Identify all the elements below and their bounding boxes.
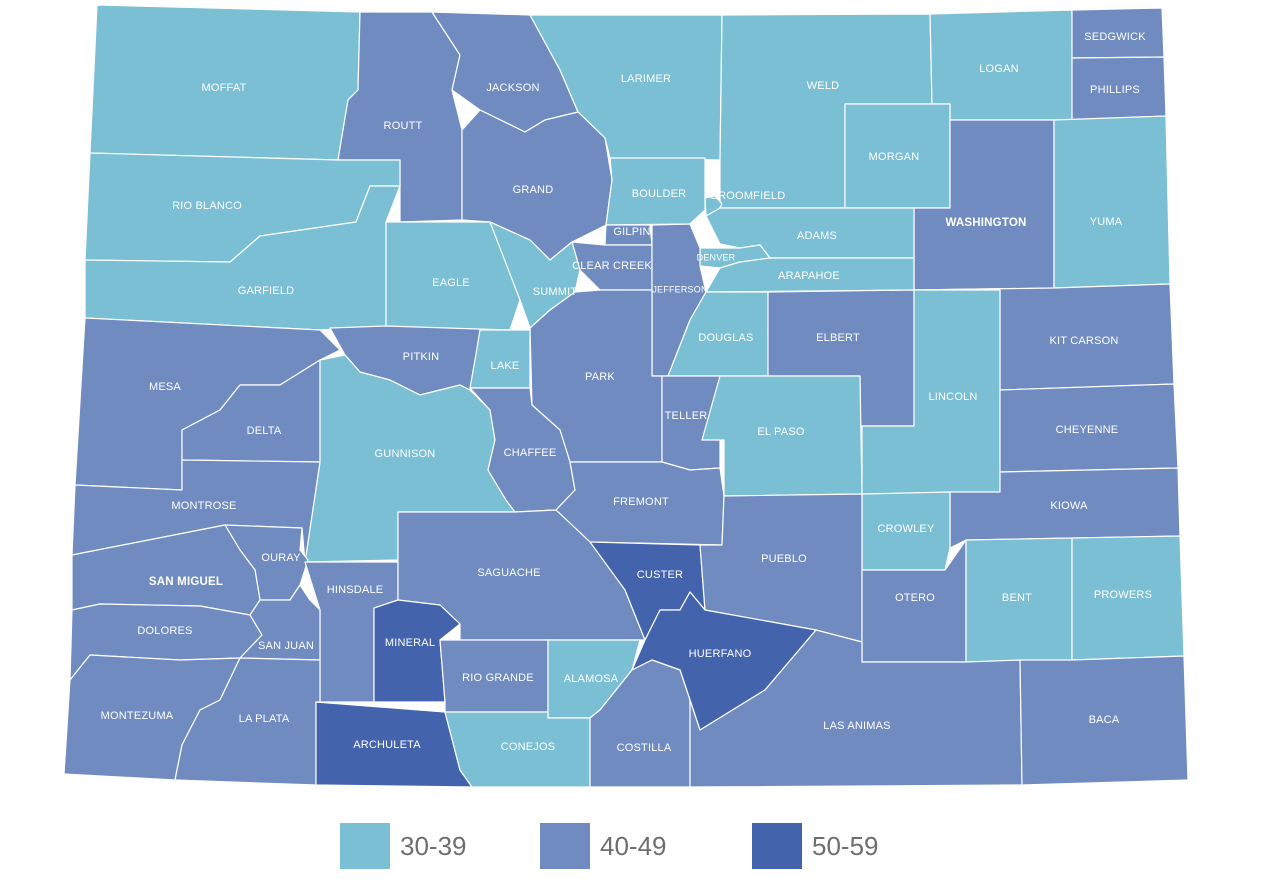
county-label-rio-grande: RIO GRANDE [462,672,534,684]
county-label-pitkin: PITKIN [403,351,440,363]
county-label-adams: ADAMS [797,230,837,242]
county-label-pueblo: PUEBLO [761,553,807,565]
county-label-jackson: JACKSON [486,82,539,94]
county-label-san-miguel: SAN MIGUEL [149,576,223,588]
county-label-park: PARK [585,371,615,383]
legend-label: 40-49 [600,830,667,861]
county-label-phillips: PHILLIPS [1090,84,1140,96]
county-label-arapahoe: ARAPAHOE [778,270,840,282]
county-las-animas [689,629,1023,788]
county-label-crowley: CROWLEY [877,523,934,535]
county-la-plata [174,657,321,786]
legend-item-50-59: 50-59 [752,822,879,870]
county-label-alamosa: ALAMOSA [564,673,619,685]
county-summit [489,221,581,329]
county-label-otero: OTERO [895,592,935,604]
county-label-broomfield: BROOMFIELD [711,190,786,202]
legend-item-40-49: 40-49 [540,822,667,870]
county-label-archuleta: ARCHULETA [353,739,421,751]
county-label-fremont: FREMONT [613,496,669,508]
county-label-lincoln: LINCOLN [928,391,977,403]
county-label-gunnison: GUNNISON [375,448,436,460]
county-label-sedgwick: SEDGWICK [1084,31,1146,43]
legend-label: 30-39 [400,830,467,861]
county-label-kiowa: KIOWA [1050,500,1088,512]
county-label-douglas: DOUGLAS [698,332,753,344]
county-label-montrose: MONTROSE [171,500,236,512]
county-label-huerfano: HUERFANO [689,648,752,660]
county-label-denver: DENVER [697,252,736,262]
county-label-larimer: LARIMER [621,73,671,85]
county-label-rio-blanco: RIO BLANCO [172,200,242,212]
county-label-eagle: EAGLE [432,277,470,289]
county-label-san-juan: SAN JUAN [258,640,314,652]
county-label-mesa: MESA [149,381,181,393]
colorado-county-map: MOFFAT ROUTT JACKSON LARIMER WELD LOGAN SEDGWI… [63,4,1189,788]
county-baca [1019,655,1189,786]
county-mineral [373,599,461,703]
county-label-delta: DELTA [247,425,282,437]
county-label-cheyenne: CHEYENNE [1056,424,1119,436]
county-label-la-plata: LA PLATA [239,713,290,725]
county-label-elbert: ELBERT [816,332,860,344]
county-label-clear-creek: CLEAR CREEK [572,260,652,272]
county-label-yuma: YUMA [1090,216,1123,228]
county-label-baca: BACA [1089,714,1120,726]
county-label-washington: WASHINGTON [945,217,1026,229]
county-yuma [1053,115,1171,289]
county-label-el-paso: EL PASO [757,426,804,438]
county-label-gilpin: GILPIN [613,226,650,238]
legend-swatch [752,823,802,869]
county-label-teller: TELLER [665,410,708,422]
legend: 30-39 40-49 50-59 [0,822,1280,872]
county-label-weld: WELD [807,80,840,92]
county-costilla [589,659,691,788]
county-label-grand: GRAND [513,184,554,196]
county-label-montezuma: MONTEZUMA [101,710,174,722]
county-label-mineral: MINERAL [385,637,435,649]
county-label-prowers: PROWERS [1094,589,1152,601]
county-label-ouray: OURAY [261,552,301,564]
legend-swatch [540,823,590,869]
county-label-hinsdale: HINSDALE [327,584,384,596]
county-label-summit: SUMMIT [533,286,578,298]
county-label-chaffee: CHAFFEE [504,447,557,459]
county-label-dolores: DOLORES [137,625,192,637]
county-label-logan: LOGAN [979,63,1019,75]
county-label-conejos: CONEJOS [501,741,556,753]
county-label-las-animas: LAS ANIMAS [823,720,890,732]
county-kiowa [949,467,1181,549]
county-label-moffat: MOFFAT [202,82,247,94]
county-label-jefferson: JEFFERSON [652,284,707,294]
legend-item-30-39: 30-39 [340,822,467,870]
county-label-saguache: SAGUACHE [477,567,540,579]
county-label-garfield: GARFIELD [238,285,295,297]
county-label-boulder: BOULDER [632,188,687,200]
county-label-morgan: MORGAN [869,151,920,163]
county-label-lake: LAKE [491,360,520,372]
county-label-routt: ROUTT [384,120,423,132]
county-label-bent: BENT [1002,592,1032,604]
county-label-custer: CUSTER [637,569,683,581]
county-label-costilla: COSTILLA [617,742,672,754]
legend-label: 50-59 [812,830,879,861]
legend-swatch [340,823,390,869]
county-label-kit-carson: KIT CARSON [1049,335,1118,347]
